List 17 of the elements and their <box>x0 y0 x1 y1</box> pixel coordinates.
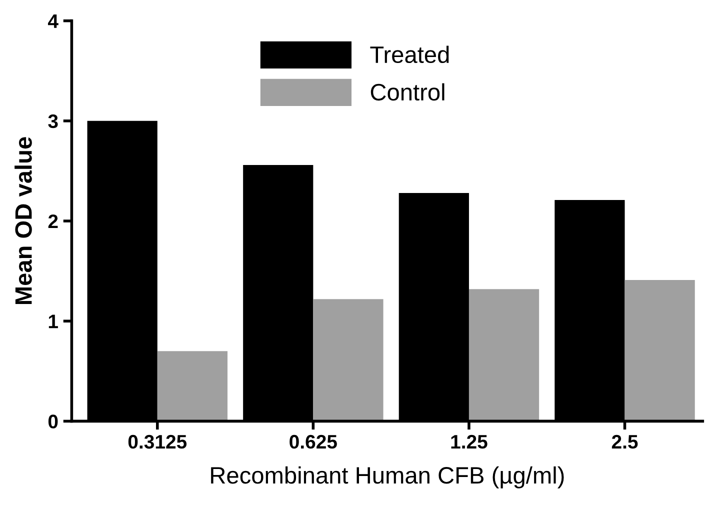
y-axis-title: Mean OD value <box>14 137 32 304</box>
legend-label: Control <box>370 83 444 101</box>
y-tick-label: 0 <box>48 414 58 428</box>
y-tick-label: 1 <box>48 314 58 328</box>
x-tick-label: 2.5 <box>612 434 638 449</box>
x-axis-title: Recombinant Human CFB (µg/ml) <box>211 466 564 488</box>
legend-label: Treated <box>370 46 449 64</box>
bar <box>624 280 695 422</box>
y-tick-label: 4 <box>48 14 58 28</box>
bar <box>468 289 540 422</box>
bar <box>313 299 384 422</box>
x-tick-label: 0.625 <box>290 434 337 449</box>
y-tick-label: 2 <box>48 214 58 228</box>
y-tick-label: 3 <box>48 114 58 128</box>
x-tick-label: 1.25 <box>451 434 488 449</box>
bar <box>157 351 228 422</box>
x-tick-label: 0.3125 <box>128 434 187 449</box>
